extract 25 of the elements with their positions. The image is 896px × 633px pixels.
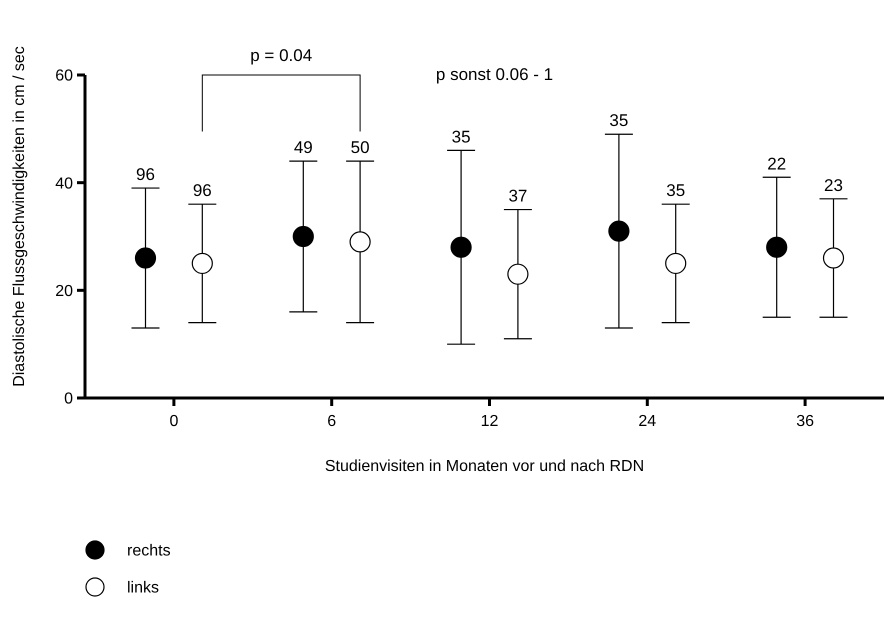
x-tick-label: 36 — [796, 413, 814, 430]
annotation: 35 — [666, 181, 686, 200]
x-tick-label: 24 — [638, 413, 656, 430]
y-tick-label: 0 — [64, 390, 74, 408]
y-tick-label: 20 — [55, 282, 74, 300]
annotation: 35 — [452, 127, 471, 146]
x-tick-label: 6 — [327, 413, 336, 430]
annotation: 96 — [192, 181, 212, 200]
annotation: 23 — [824, 176, 843, 195]
annotation: 37 — [508, 186, 528, 206]
annotation: 96 — [136, 165, 155, 184]
x-tick-label: 12 — [480, 413, 498, 430]
legend-label: links — [127, 580, 160, 597]
annotation: 22 — [767, 154, 786, 174]
legend-label: rechts — [127, 542, 171, 560]
x-axis-title: Studienvisiten in Monaten vor und nach RDN — [324, 458, 644, 475]
text: p = 0.04 — [250, 46, 312, 65]
annotation: 49 — [294, 138, 313, 158]
y-tick-label: 60 — [55, 68, 74, 85]
y-tick-label: 40 — [55, 175, 74, 192]
annotation: p sonst 0.06 - 1 — [436, 65, 554, 84]
y-axis-title: Diastolische Flussgeschwindigkeiten in cm / sec — [11, 46, 28, 387]
annotation: 35 — [609, 111, 628, 130]
annotation: 50 — [350, 138, 370, 158]
x-tick-label: 0 — [169, 413, 178, 430]
